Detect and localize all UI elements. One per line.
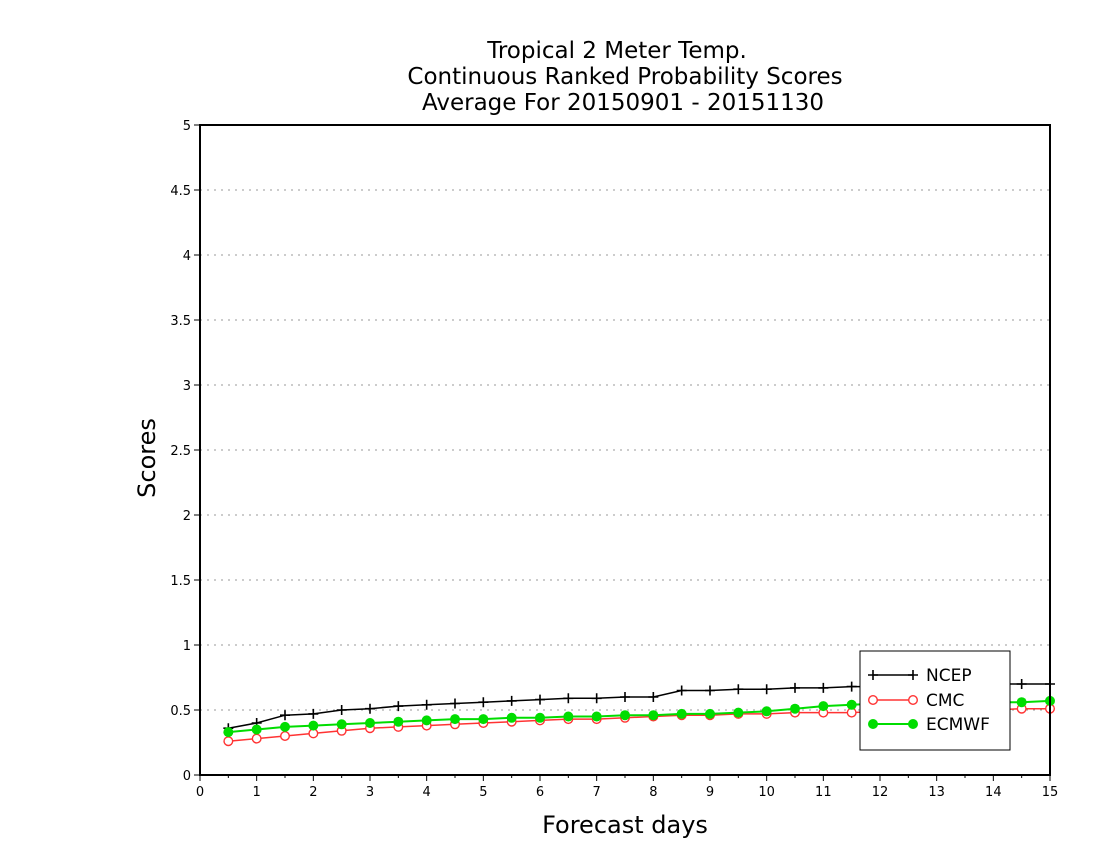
data-point-cmc-2	[280, 731, 291, 742]
data-point-ecmwf-14	[620, 710, 630, 721]
x-tick-label-13: 13	[928, 785, 945, 800]
legend-label-ncep: NCEP	[926, 666, 972, 686]
data-point-ecmwf-22	[846, 699, 857, 710]
x-tick-label-5: 5	[479, 785, 487, 800]
data-point-ecmwf-12	[563, 711, 574, 722]
data-point-ecmwf-19	[761, 706, 772, 717]
data-point-ncep-16	[676, 685, 687, 696]
x-tick-label-0: 0	[196, 785, 204, 800]
x-tick-label-1: 1	[253, 785, 261, 800]
x-tick-label-3: 3	[366, 785, 374, 800]
horizontal-gridlines	[200, 189, 1050, 711]
y-axis-ticks: 0 0.5 1 1.5 2 2.5 3 3.5 4 4.5 5	[170, 119, 200, 784]
data-point-ncep-11	[535, 694, 545, 705]
x-tick-label-9: 9	[706, 785, 714, 800]
data-point-ncep-17	[705, 685, 715, 696]
data-point-ncep-10	[506, 695, 517, 706]
x-axis-ticks: 0 1 2 3 4 5 6 7 8 9 10 11 12 13 14 15	[196, 775, 1058, 800]
data-point-ecmwf-16	[676, 708, 687, 719]
data-point-ecmwf-20	[790, 703, 800, 714]
data-point-ncep-15	[648, 692, 659, 702]
x-tick-label-10: 10	[758, 785, 775, 800]
legend-label-cmc: CMC	[926, 691, 964, 711]
data-point-cmc-0	[223, 736, 234, 747]
legend-marker-right-ncep	[908, 670, 918, 680]
x-tick-label-15: 15	[1042, 785, 1059, 800]
legend-marker-left-cmc	[868, 695, 879, 706]
x-tick-label-4: 4	[423, 785, 431, 800]
data-point-ncep-12	[563, 693, 574, 704]
data-point-ncep-13	[591, 693, 602, 704]
data-point-ecmwf-0	[223, 727, 234, 738]
data-point-ncep-2	[280, 710, 290, 721]
data-series	[223, 679, 1055, 747]
x-tick-label-11: 11	[815, 785, 832, 800]
data-point-ncep-22	[846, 681, 857, 692]
legend-marker-right-ecmwf	[908, 719, 918, 729]
chart-title-line-3: Average For 20150901 - 20151130	[422, 90, 824, 116]
data-point-ncep-19	[761, 684, 772, 695]
x-tick-label-7: 7	[593, 785, 601, 800]
legend-label-ecmwf: ECMWF	[926, 715, 990, 735]
x-tick-label-12: 12	[872, 785, 889, 800]
y-tick-label-1: 0.5	[170, 704, 191, 719]
data-point-cmc-1	[251, 733, 262, 744]
x-tick-label-2: 2	[309, 785, 317, 800]
data-point-ncep-20	[790, 682, 800, 693]
x-axis-title: Forecast days	[542, 811, 708, 839]
y-tick-label-6: 3	[183, 379, 191, 394]
data-point-ncep-21	[818, 682, 829, 693]
data-point-ecmwf-5	[365, 718, 375, 728]
data-point-ncep-7	[421, 699, 432, 710]
legend-marker-left-ncep	[868, 670, 878, 680]
data-point-ecmwf-4	[336, 719, 347, 730]
data-point-ncep-28	[1016, 679, 1027, 689]
data-point-ecmwf-28	[1016, 697, 1027, 708]
x-tick-label-14: 14	[985, 785, 1002, 800]
data-point-ecmwf-21	[818, 701, 829, 712]
y-tick-label-5: 2.5	[170, 444, 191, 459]
data-point-ncep-4	[336, 705, 347, 715]
data-point-ncep-8	[450, 698, 460, 709]
data-point-ecmwf-1	[251, 724, 262, 735]
data-point-ecmwf-15	[648, 710, 659, 721]
data-point-ecmwf-8	[450, 714, 460, 725]
data-point-ecmwf-7	[421, 715, 432, 726]
data-point-ncep-9	[478, 697, 489, 708]
y-tick-label-3: 1.5	[170, 574, 191, 589]
chart-title-line-2: Continuous Ranked Probability Scores	[407, 64, 842, 90]
y-tick-label-10: 5	[183, 119, 191, 134]
data-point-ecmwf-11	[535, 712, 545, 723]
y-tick-label-8: 4	[183, 249, 191, 264]
data-point-ecmwf-18	[733, 707, 744, 718]
y-tick-label-9: 4.5	[170, 184, 191, 199]
data-point-ecmwf-9	[478, 714, 489, 725]
y-axis-title: Scores	[133, 418, 161, 498]
y-tick-label-4: 2	[183, 509, 191, 524]
data-point-ecmwf-6	[393, 716, 404, 727]
legend: NCEP CMC ECMWF	[859, 650, 1011, 751]
data-point-ncep-6	[393, 701, 404, 712]
chart-title-line-1: Tropical 2 Meter Temp.	[486, 38, 747, 64]
data-point-ncep-5	[365, 703, 375, 714]
data-point-ecmwf-17	[705, 708, 715, 719]
data-point-ecmwf-3	[308, 720, 319, 731]
data-point-ecmwf-13	[591, 711, 602, 722]
data-point-ecmwf-2	[280, 721, 290, 732]
plot-frame	[199, 124, 1051, 776]
data-point-ncep-14	[620, 692, 630, 702]
x-tick-label-8: 8	[649, 785, 657, 800]
y-tick-label-2: 1	[183, 639, 191, 654]
y-tick-label-7: 3.5	[170, 314, 191, 329]
x-tick-label-6: 6	[536, 785, 544, 800]
y-tick-label-0: 0	[183, 769, 191, 784]
legend-marker-left-ecmwf	[868, 719, 878, 729]
chart-title: Tropical 2 Meter Temp. Continuous Ranked…	[407, 38, 842, 116]
legend-marker-right-cmc	[908, 695, 919, 706]
data-point-ncep-3	[308, 708, 319, 719]
data-point-ecmwf-10	[506, 712, 517, 723]
data-point-ncep-18	[733, 684, 744, 695]
